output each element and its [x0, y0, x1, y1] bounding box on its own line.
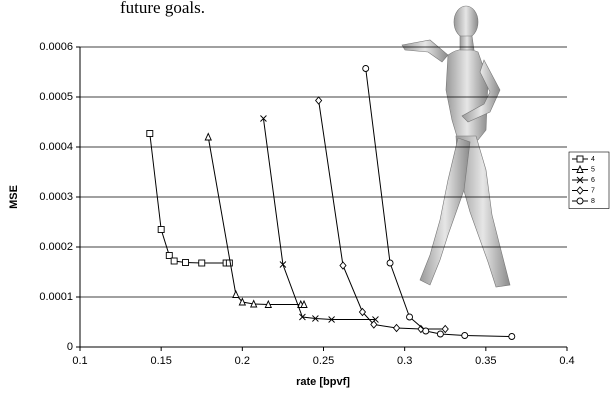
legend-label: 8	[591, 198, 595, 205]
series-line	[150, 134, 230, 264]
marker	[226, 260, 232, 266]
x-tick-label: 0.3	[397, 355, 412, 367]
marker	[340, 262, 346, 269]
marker	[171, 258, 177, 264]
legend-label: 7	[591, 187, 595, 194]
legend-label: 4	[591, 156, 595, 163]
legend-label: 5	[591, 166, 595, 173]
marker	[442, 326, 448, 333]
marker	[363, 66, 369, 72]
figure-image	[402, 6, 510, 287]
marker	[316, 97, 322, 104]
x-axis-title: rate [bpvf]	[296, 376, 350, 388]
marker	[147, 131, 153, 137]
marker	[577, 156, 583, 162]
series-line	[263, 119, 375, 320]
y-axis-title: MSE	[8, 185, 20, 209]
y-tick-label: 0.0002	[39, 241, 73, 253]
text-above: future goals.	[120, 0, 205, 17]
y-tick-label: 0.0001	[39, 291, 73, 303]
marker	[423, 328, 429, 334]
y-tick-label: 0	[67, 341, 73, 353]
marker	[577, 198, 583, 204]
legend: 4 5 6 7 8	[569, 152, 609, 209]
marker	[199, 260, 205, 266]
marker	[509, 334, 515, 340]
marker	[233, 291, 239, 298]
series-line	[319, 101, 446, 330]
x-tick-label: 0.4	[559, 355, 574, 367]
legend-label: 6	[591, 177, 595, 184]
x-tick-label: 0.25	[313, 355, 334, 367]
x-tick-label: 0.1	[72, 355, 87, 367]
page: future goals. 0 0.0001 0.0002 0.0003 0.0004 0…	[0, 0, 611, 396]
y-tick-label: 0.0003	[39, 191, 73, 203]
x-tick-label: 0.2	[235, 355, 250, 367]
x-tick-label: 0.35	[475, 355, 496, 367]
marker	[437, 331, 443, 337]
marker	[205, 134, 211, 141]
x-tick-label: 0.15	[150, 355, 171, 367]
marker	[387, 260, 393, 266]
marker	[158, 227, 164, 233]
marker	[394, 325, 400, 332]
series-line	[208, 137, 304, 305]
marker	[183, 260, 189, 266]
y-tick-label: 0.0004	[39, 141, 73, 153]
marker	[407, 314, 413, 320]
y-tick-label: 0.0006	[39, 41, 73, 53]
marker	[462, 333, 468, 339]
y-tick-label: 0.0005	[39, 91, 73, 103]
